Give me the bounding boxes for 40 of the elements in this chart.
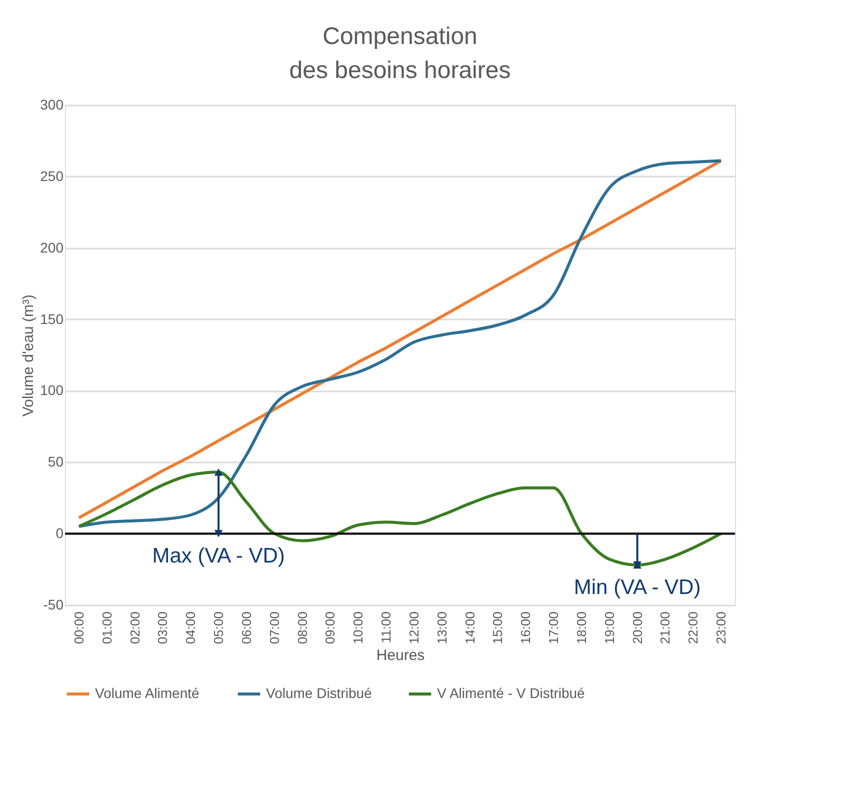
x-tick-label: 08:00 — [294, 612, 310, 644]
annotation: Min (VA - VD) — [574, 576, 701, 599]
y-tick-label: 150 — [40, 310, 64, 327]
x-tick-label: 17:00 — [546, 612, 562, 644]
legend-label: Volume Distribué — [266, 685, 372, 701]
x-tick-label: 06:00 — [238, 612, 254, 644]
legend-label: Volume Alimenté — [95, 685, 200, 701]
y-tick-label: 250 — [40, 168, 64, 184]
x-axis-title: Heures — [376, 647, 425, 664]
chart-title: Compensation des besoins horaires — [289, 23, 511, 84]
x-tick-label: 12:00 — [406, 612, 422, 644]
x-tick-label: 21:00 — [658, 612, 673, 644]
x-tick-label: 15:00 — [490, 612, 506, 644]
annotation: Max (VA - VD) — [152, 544, 285, 568]
x-tick-label: 19:00 — [602, 612, 617, 644]
y-tick-label: 300 — [40, 96, 64, 112]
x-tick-label: 04:00 — [183, 612, 198, 644]
y-tick-label: 50 — [48, 454, 64, 470]
x-tick-label: 09:00 — [322, 612, 338, 644]
x-tick-label: 23:00 — [714, 612, 729, 644]
y-tick-label: 200 — [40, 239, 64, 256]
x-tick-label: 11:00 — [378, 612, 394, 644]
x-tick-label: 02:00 — [127, 612, 142, 644]
y-tick-label: 100 — [40, 382, 64, 398]
x-tick-label: 10:00 — [350, 612, 366, 644]
x-tick-label: 03:00 — [155, 612, 170, 644]
x-tick-label: 18:00 — [574, 612, 589, 644]
x-tick-label: 22:00 — [686, 612, 701, 644]
x-tick-label: 20:00 — [630, 612, 645, 644]
y-tick-label: 0 — [56, 525, 64, 542]
legend-label: V Alimenté - V Distribué — [437, 685, 586, 701]
y-tick-label: -50 — [43, 596, 64, 612]
x-tick-label: 05:00 — [211, 612, 226, 644]
x-tick-label: 14:00 — [462, 612, 478, 644]
y-axis-title: Volume d'eau (m³) — [20, 294, 38, 417]
x-tick-label: 01:00 — [99, 612, 114, 644]
x-tick-label: 16:00 — [518, 612, 534, 644]
x-tick-label: 13:00 — [434, 612, 450, 644]
x-tick-label: 00:00 — [71, 612, 86, 644]
x-tick-label: 07:00 — [266, 612, 282, 644]
